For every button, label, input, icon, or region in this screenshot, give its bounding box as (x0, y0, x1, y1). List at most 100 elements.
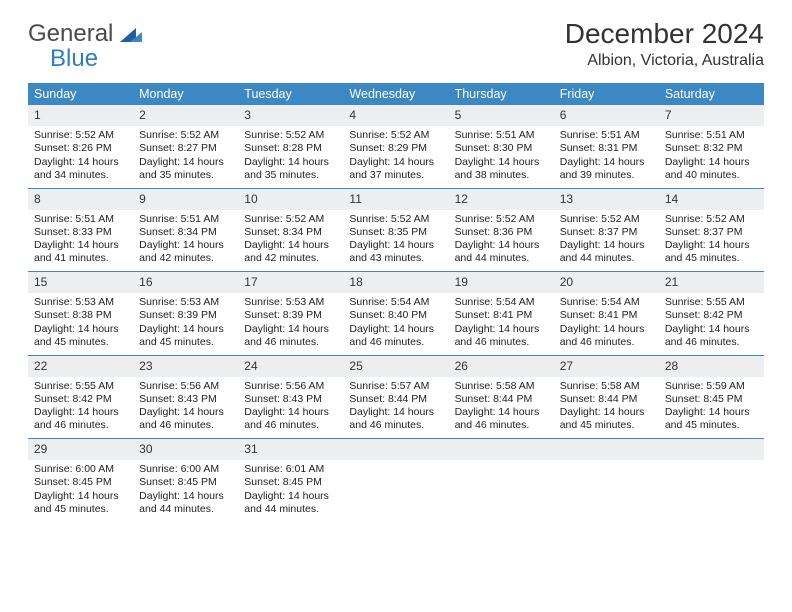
day-number: 27 (554, 356, 659, 377)
daylight-text-2: and 35 minutes. (139, 169, 232, 182)
sunrise-text: Sunrise: 5:53 AM (34, 296, 127, 309)
sunset-text: Sunset: 8:43 PM (244, 393, 337, 406)
calendar-day: 6Sunrise: 5:51 AMSunset: 8:31 PMDaylight… (554, 105, 659, 188)
sunset-text: Sunset: 8:34 PM (139, 226, 232, 239)
day-number: 4 (343, 105, 448, 126)
daylight-text-1: Daylight: 14 hours (560, 239, 653, 252)
day-body: Sunrise: 5:51 AMSunset: 8:33 PMDaylight:… (28, 210, 133, 272)
daylight-text-1: Daylight: 14 hours (665, 156, 758, 169)
calendar-day: 23Sunrise: 5:56 AMSunset: 8:43 PMDayligh… (133, 356, 238, 439)
daylight-text-2: and 44 minutes. (139, 503, 232, 516)
weekday-saturday: Saturday (659, 83, 764, 105)
day-number: 21 (659, 272, 764, 293)
daylight-text-1: Daylight: 14 hours (455, 156, 548, 169)
daylight-text-1: Daylight: 14 hours (139, 323, 232, 336)
daylight-text-2: and 42 minutes. (139, 252, 232, 265)
daylight-text-1: Daylight: 14 hours (455, 239, 548, 252)
daylight-text-2: and 46 minutes. (455, 419, 548, 432)
day-number: 10 (238, 189, 343, 210)
daylight-text-2: and 45 minutes. (139, 336, 232, 349)
calendar-day: 9Sunrise: 5:51 AMSunset: 8:34 PMDaylight… (133, 189, 238, 272)
daylight-text-2: and 45 minutes. (34, 503, 127, 516)
sunset-text: Sunset: 8:30 PM (455, 142, 548, 155)
day-body-empty (554, 460, 659, 469)
daylight-text-1: Daylight: 14 hours (34, 239, 127, 252)
sunrise-text: Sunrise: 5:55 AM (665, 296, 758, 309)
sunrise-text: Sunrise: 5:59 AM (665, 380, 758, 393)
location-text: Albion, Victoria, Australia (565, 52, 764, 70)
day-number: 19 (449, 272, 554, 293)
day-number: 24 (238, 356, 343, 377)
day-number-empty (449, 439, 554, 460)
day-number: 5 (449, 105, 554, 126)
day-body: Sunrise: 5:53 AMSunset: 8:38 PMDaylight:… (28, 293, 133, 355)
sunset-text: Sunset: 8:44 PM (455, 393, 548, 406)
calendar-week: 8Sunrise: 5:51 AMSunset: 8:33 PMDaylight… (28, 189, 764, 273)
day-number: 20 (554, 272, 659, 293)
daylight-text-1: Daylight: 14 hours (455, 406, 548, 419)
sunrise-text: Sunrise: 5:52 AM (244, 129, 337, 142)
day-number: 14 (659, 189, 764, 210)
daylight-text-1: Daylight: 14 hours (244, 490, 337, 503)
daylight-text-2: and 44 minutes. (560, 252, 653, 265)
sunrise-text: Sunrise: 5:56 AM (139, 380, 232, 393)
sunset-text: Sunset: 8:28 PM (244, 142, 337, 155)
sunset-text: Sunset: 8:26 PM (34, 142, 127, 155)
sunrise-text: Sunrise: 5:51 AM (455, 129, 548, 142)
sunrise-text: Sunrise: 5:52 AM (34, 129, 127, 142)
daylight-text-1: Daylight: 14 hours (244, 323, 337, 336)
sunset-text: Sunset: 8:44 PM (560, 393, 653, 406)
sunrise-text: Sunrise: 5:52 AM (455, 213, 548, 226)
calendar-day: 16Sunrise: 5:53 AMSunset: 8:39 PMDayligh… (133, 272, 238, 355)
header-row: General Blue December 2024 Albion, Victo… (28, 18, 764, 71)
daylight-text-2: and 43 minutes. (349, 252, 442, 265)
sunset-text: Sunset: 8:32 PM (665, 142, 758, 155)
sunrise-text: Sunrise: 5:56 AM (244, 380, 337, 393)
sunset-text: Sunset: 8:42 PM (34, 393, 127, 406)
day-body: Sunrise: 5:56 AMSunset: 8:43 PMDaylight:… (133, 377, 238, 439)
daylight-text-2: and 34 minutes. (34, 169, 127, 182)
calendar-day: 10Sunrise: 5:52 AMSunset: 8:34 PMDayligh… (238, 189, 343, 272)
day-body: Sunrise: 5:57 AMSunset: 8:44 PMDaylight:… (343, 377, 448, 439)
sunrise-text: Sunrise: 5:53 AM (244, 296, 337, 309)
day-number: 9 (133, 189, 238, 210)
weekday-header-row: Sunday Monday Tuesday Wednesday Thursday… (28, 83, 764, 105)
sunrise-text: Sunrise: 6:01 AM (244, 463, 337, 476)
calendar-day: 17Sunrise: 5:53 AMSunset: 8:39 PMDayligh… (238, 272, 343, 355)
sunset-text: Sunset: 8:33 PM (34, 226, 127, 239)
day-body-empty (659, 460, 764, 469)
day-body: Sunrise: 5:51 AMSunset: 8:31 PMDaylight:… (554, 126, 659, 188)
day-number: 18 (343, 272, 448, 293)
day-number: 30 (133, 439, 238, 460)
sunrise-text: Sunrise: 5:54 AM (455, 296, 548, 309)
sunset-text: Sunset: 8:41 PM (560, 309, 653, 322)
calendar-day: 2Sunrise: 5:52 AMSunset: 8:27 PMDaylight… (133, 105, 238, 188)
calendar-week: 22Sunrise: 5:55 AMSunset: 8:42 PMDayligh… (28, 356, 764, 440)
logo-general: General (28, 20, 113, 47)
sunrise-text: Sunrise: 5:52 AM (244, 213, 337, 226)
day-number: 25 (343, 356, 448, 377)
sunset-text: Sunset: 8:34 PM (244, 226, 337, 239)
calendar-day: 28Sunrise: 5:59 AMSunset: 8:45 PMDayligh… (659, 356, 764, 439)
day-body: Sunrise: 5:51 AMSunset: 8:34 PMDaylight:… (133, 210, 238, 272)
daylight-text-1: Daylight: 14 hours (665, 323, 758, 336)
calendar-week: 15Sunrise: 5:53 AMSunset: 8:38 PMDayligh… (28, 272, 764, 356)
day-number: 16 (133, 272, 238, 293)
weeks-container: 1Sunrise: 5:52 AMSunset: 8:26 PMDaylight… (28, 105, 764, 522)
daylight-text-2: and 46 minutes. (560, 336, 653, 349)
daylight-text-2: and 45 minutes. (665, 252, 758, 265)
daylight-text-2: and 39 minutes. (560, 169, 653, 182)
day-number: 1 (28, 105, 133, 126)
day-number: 31 (238, 439, 343, 460)
weekday-monday: Monday (133, 83, 238, 105)
calendar-day: 19Sunrise: 5:54 AMSunset: 8:41 PMDayligh… (449, 272, 554, 355)
day-number: 8 (28, 189, 133, 210)
daylight-text-2: and 46 minutes. (244, 336, 337, 349)
daylight-text-1: Daylight: 14 hours (349, 406, 442, 419)
weekday-sunday: Sunday (28, 83, 133, 105)
day-number: 23 (133, 356, 238, 377)
calendar-day: 25Sunrise: 5:57 AMSunset: 8:44 PMDayligh… (343, 356, 448, 439)
sunrise-text: Sunrise: 5:55 AM (34, 380, 127, 393)
sunset-text: Sunset: 8:31 PM (560, 142, 653, 155)
daylight-text-2: and 44 minutes. (244, 503, 337, 516)
